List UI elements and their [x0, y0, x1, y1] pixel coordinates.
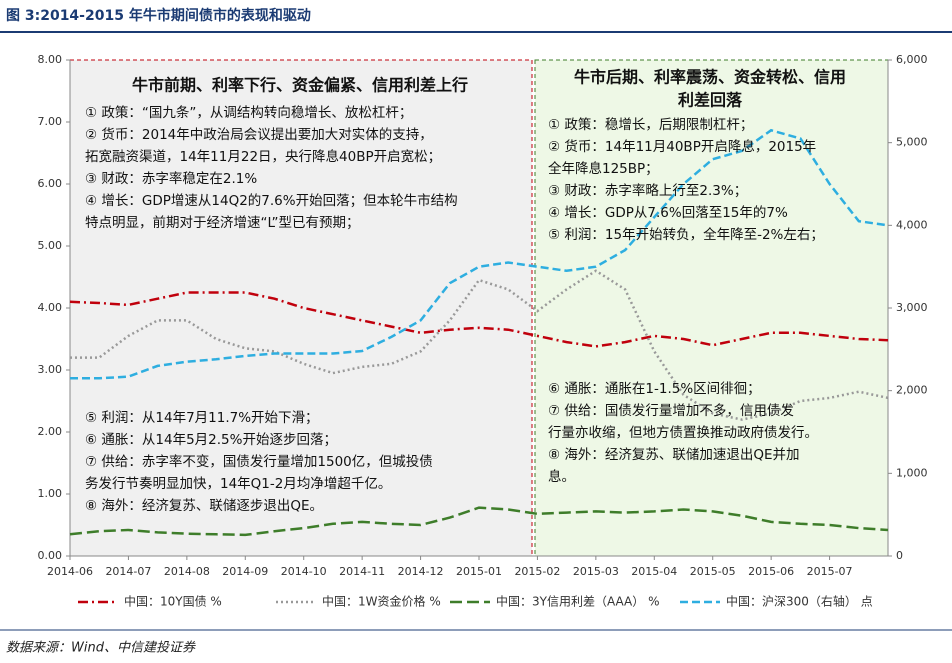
y2-tick-label: 5,000	[896, 136, 928, 149]
y2-tick-label: 2,000	[896, 384, 928, 397]
legend-label: 中国：1W资金价格 %	[322, 594, 441, 609]
annotation-line: ⑥ 通胀：通胀在1-1.5%区间徘徊；	[548, 381, 761, 397]
x-tick-label: 2014-09	[222, 565, 268, 578]
y-tick-label: 2.00	[38, 425, 63, 438]
y-tick-label: 7.00	[38, 115, 63, 128]
y-tick-label: 6.00	[38, 177, 63, 190]
legend-label: 中国：沪深300（右轴） 点	[726, 594, 873, 609]
annotation-title: 牛市后期、利率震荡、资金转松、信用	[574, 68, 846, 87]
series-line	[69, 506, 889, 537]
y2-tick-label: 3,000	[896, 301, 928, 314]
y-tick-label: 5.00	[38, 239, 63, 252]
annotation-line: ② 货币：14年11月40BP开启降息，2015年	[548, 138, 816, 155]
y2-tick-label: 1,000	[896, 466, 928, 479]
annotation-line: ⑥ 通胀：从14年5月2.5%开始逐步回落；	[85, 432, 337, 448]
legend-label: 中国：3Y信用利差（AAA） %	[496, 594, 659, 609]
x-tick-label: 2015-03	[573, 565, 619, 578]
annotation-line: ④ 增长：GDP从7.6%回落至15年的7%	[548, 205, 788, 221]
annotation-line: ③ 财政：赤字率稳定在2.1%	[85, 170, 257, 187]
annotation-line: ① 政策：稳增长，后期限制杠杆；	[548, 116, 753, 133]
x-tick-label: 2014-08	[164, 565, 210, 578]
x-tick-label: 2014-10	[281, 565, 327, 578]
annotation-title: 牛市前期、利率下行、资金偏紧、信用利差上行	[132, 76, 468, 95]
annotation-line: ⑦ 供给：国债发行量增加不多，信用债发	[548, 402, 794, 419]
legend-label: 中国：10Y国债 %	[124, 594, 222, 609]
annotation-line: ⑤ 利润：从14年7月11.7%开始下滑；	[85, 410, 319, 426]
y-tick-label: 3.00	[38, 363, 63, 376]
series-line	[70, 269, 889, 421]
annotation-title: 利差回落	[678, 91, 743, 110]
annotation-line: ⑧ 海外：经济复苏、联储加速退出QE并加	[548, 446, 800, 463]
x-tick-label: 2014-12	[398, 565, 444, 578]
x-tick-label: 2014-07	[105, 565, 151, 578]
annotation-line: 拓宽融资渠道，14年11月22日，央行降息40BP开启宽松；	[85, 148, 441, 165]
annotation-line: ⑦ 供给：赤字率不变，国债发行量增加1500亿，但城投债	[85, 453, 433, 470]
y-tick-label: 0.00	[38, 549, 63, 562]
x-tick-label: 2014-11	[339, 565, 385, 578]
annotation-line: ① 政策：“国九条”，从调结构转向稳增长、放松杠杆；	[85, 104, 412, 121]
series-line	[69, 291, 889, 348]
annotation-line: ④ 增长：GDP增速从14Q2的7.6%开始回落；但本轮牛市结构	[85, 192, 458, 209]
x-tick-label: 2015-01	[456, 565, 502, 578]
x-tick-label: 2015-06	[748, 565, 794, 578]
x-tick-label: 2014-06	[47, 565, 93, 578]
annotation-line: 特点明显，前期对于经济增速“L”型已有预期；	[85, 214, 359, 231]
annotation-line: ② 货币：2014年中政治局会议提出要加大对实体的支持，	[85, 126, 433, 143]
x-tick-label: 2015-02	[514, 565, 560, 578]
x-tick-label: 2015-05	[690, 565, 736, 578]
annotation-line: ③ 财政：赤字率略上行至2.3%；	[548, 182, 747, 199]
annotation-line: 息。	[548, 468, 575, 485]
y-tick-label: 8.00	[38, 53, 63, 66]
annotation-line: 务发行节奏明显加快，14年Q1-2月均净增超千亿。	[85, 476, 391, 492]
y2-tick-label: 4,000	[896, 218, 928, 231]
y2-tick-label: 6,000	[896, 53, 928, 66]
source: 数据来源：Wind、中信建投证券	[6, 641, 196, 656]
y2-tick-label: 0	[896, 549, 903, 562]
annotation-line: ⑤ 利润：15年开始转负，全年降至-2%左右；	[548, 226, 824, 243]
series-line	[70, 128, 889, 380]
y-tick-label: 1.00	[38, 487, 63, 500]
x-tick-label: 2015-07	[807, 565, 853, 578]
y-tick-label: 4.00	[38, 301, 63, 314]
annotation-line: 行量亦收缩，但地方债置换推动政府债发行。	[548, 425, 818, 441]
right-period	[534, 59, 889, 557]
x-tick-label: 2015-04	[631, 565, 677, 578]
annotation-line: 全年降息125BP；	[548, 160, 659, 177]
chart-title: 图 3:2014-2015 年牛市期间债市的表现和驱动	[6, 7, 311, 24]
annotation-line: ⑧ 海外：经济复苏、联储逐步退出QE。	[85, 497, 323, 514]
